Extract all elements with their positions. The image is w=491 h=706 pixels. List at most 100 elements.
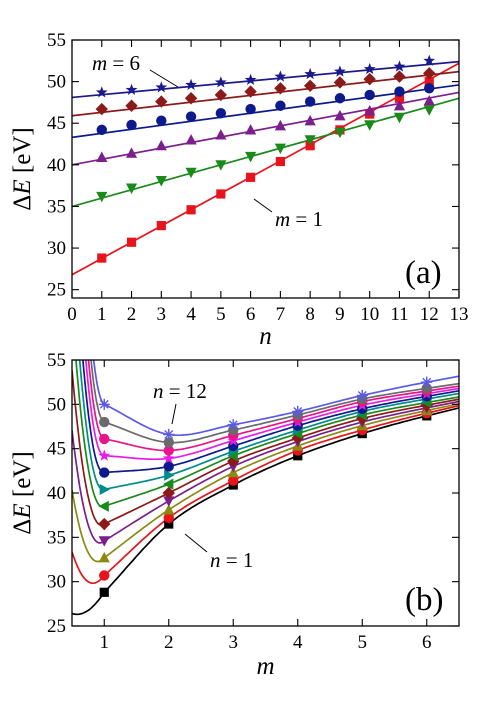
panel-label-b: (b) [405, 582, 443, 618]
data-point [304, 67, 317, 80]
y-tick-label: 30 [47, 238, 66, 259]
data-point [334, 93, 346, 104]
y-tick-label: 45 [47, 439, 66, 460]
data-point [155, 81, 168, 93]
data-point [99, 433, 110, 445]
data-point [186, 205, 196, 215]
data-point [125, 183, 138, 194]
data-point [393, 112, 406, 124]
data-point [99, 587, 109, 597]
data-point [245, 103, 256, 115]
data-point [98, 449, 111, 461]
data-point [163, 445, 174, 456]
x-tick-label: 1 [97, 304, 107, 325]
data-point [125, 147, 138, 158]
data-point [227, 419, 239, 431]
data-point [155, 139, 167, 151]
y-tick-label: 55 [47, 350, 66, 371]
x-tick-label: 5 [358, 632, 368, 653]
x-tick-label: 11 [390, 304, 408, 325]
data-point [421, 376, 433, 388]
data-point [244, 85, 257, 98]
data-point [96, 151, 108, 162]
data-point [304, 135, 316, 146]
x-tick-label: 4 [293, 632, 303, 653]
data-point [155, 176, 167, 187]
data-point [304, 114, 316, 126]
fit-line [72, 84, 459, 139]
y-tick-label: 50 [47, 394, 66, 415]
data-point [356, 389, 368, 402]
data-point [96, 124, 107, 136]
data-point [423, 94, 435, 106]
x-tick-label: 4 [186, 304, 196, 325]
data-point [98, 551, 110, 563]
fit-line [72, 60, 459, 99]
x-tick-label: 2 [164, 632, 174, 653]
data-point [364, 120, 376, 131]
data-point [423, 67, 436, 80]
y-axis-title: ΔE [eV] [9, 127, 36, 210]
data-point [98, 536, 110, 547]
x-tick-label: 5 [216, 304, 226, 325]
x-axis-title: m [256, 653, 274, 680]
data-point [304, 96, 316, 107]
data-point [126, 119, 137, 131]
x-axis-title: n [259, 323, 272, 350]
x-tick-label: 12 [420, 304, 439, 325]
data-point [244, 73, 257, 85]
data-point [364, 104, 376, 116]
data-point [421, 383, 432, 394]
data-point [274, 119, 286, 131]
data-point [162, 478, 174, 490]
data-point [95, 102, 108, 116]
data-point [99, 467, 110, 478]
y-tick-label: 50 [47, 72, 66, 93]
annotation-pointer [149, 69, 179, 88]
x-tick-label: 6 [246, 304, 256, 325]
data-point [185, 78, 197, 90]
data-point [125, 99, 138, 112]
data-point [274, 82, 287, 95]
annotation-n1: n = 1 [210, 548, 253, 572]
data-point [423, 54, 436, 66]
data-point [293, 451, 303, 461]
data-point [393, 60, 406, 72]
annotation-pointer [253, 198, 273, 213]
data-point [394, 86, 405, 97]
data-point [156, 220, 166, 231]
annotation-n12: n = 12 [153, 379, 207, 403]
plot-frame [71, 39, 460, 299]
y-tick-label: 35 [47, 527, 66, 548]
data-point [245, 124, 257, 135]
x-tick-label: 7 [276, 304, 286, 325]
data-point [98, 398, 110, 410]
data-point [155, 95, 168, 108]
data-point [163, 428, 175, 441]
data-point [214, 88, 228, 102]
data-point [363, 72, 376, 86]
data-point [292, 405, 304, 418]
data-point [334, 109, 346, 121]
x-tick-label: 10 [360, 304, 379, 325]
data-point [228, 475, 239, 486]
data-point [246, 172, 256, 182]
y-tick-label: 30 [47, 572, 66, 593]
data-point [164, 519, 174, 529]
annotation-pointer [184, 533, 208, 553]
data-point [95, 86, 108, 98]
x-tick-label: 6 [422, 632, 432, 653]
data-point [393, 70, 406, 83]
x-tick-label: 13 [450, 304, 469, 325]
data-point [214, 76, 227, 88]
data-point [303, 79, 317, 92]
data-point [163, 504, 175, 515]
data-point [363, 62, 376, 75]
fit-line [72, 70, 459, 117]
x-tick-label: 2 [127, 304, 137, 325]
data-point [334, 127, 346, 139]
data-point [364, 89, 375, 101]
x-tick-label: 3 [157, 304, 167, 325]
